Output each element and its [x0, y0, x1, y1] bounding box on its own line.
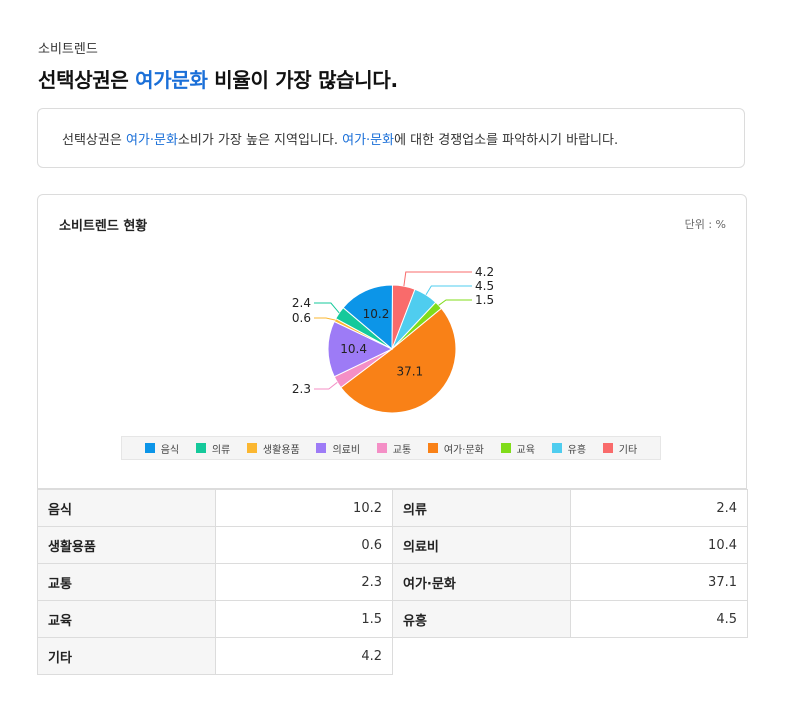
leader-line [403, 271, 472, 287]
legend-label: 의류 [211, 444, 231, 456]
leader-line [314, 317, 336, 321]
legend-item[interactable]: 의료비 [316, 441, 360, 456]
table-row: 교통 2.3 여가·문화 37.1 [37, 563, 748, 601]
legend-swatch [195, 443, 206, 453]
legend-swatch [500, 443, 511, 453]
leader-line [314, 302, 340, 314]
table-label-cell: 의료비 [392, 526, 571, 564]
legend-item[interactable]: 기타 [602, 441, 638, 456]
legend-swatch [602, 443, 613, 453]
leader-line [314, 381, 338, 390]
legend-item[interactable]: 여가·문화 [427, 441, 484, 456]
table-row: 기타 4.2 [37, 637, 748, 675]
table-row: 음식 10.2 의류 2.4 [37, 489, 748, 527]
table-label-cell: 유흥 [392, 600, 571, 638]
table-value-cell: 37.1 [570, 563, 748, 601]
table-row: 생활용품 0.6 의료비 10.4 [37, 526, 748, 564]
table-value-cell: 4.5 [570, 600, 748, 638]
legend-label: 여가·문화 [443, 444, 484, 456]
headline-suffix: 비율이 가장 많습니다. [207, 68, 398, 92]
table-value-cell: 2.3 [215, 563, 393, 601]
legend-item[interactable]: 유흥 [551, 441, 587, 456]
table-label-cell: 기타 [37, 637, 216, 675]
slice-value-label: 10.4 [340, 342, 367, 356]
leader-line [438, 299, 472, 306]
chart-legend: 음식 의류 생활용품 의료비 교통 여가·문화 교육 유흥 기타 [121, 436, 661, 460]
table-value-cell: 2.4 [570, 489, 748, 527]
pie-chart: 4.24.51.5 37.1 2.3 10.4 0.62.4 10.2 [292, 265, 494, 414]
table-label-cell: 음식 [37, 489, 216, 527]
legend-item[interactable]: 음식 [144, 441, 180, 456]
legend-label: 유흥 [567, 444, 587, 456]
table-label-cell: 여가·문화 [392, 563, 571, 601]
slice-value-label: 1.5 [475, 293, 494, 307]
slice-value-label: 2.3 [292, 382, 311, 396]
slice-value-label: 10.2 [363, 307, 390, 321]
table-value-cell: 4.2 [215, 637, 393, 675]
slice-value-label: 2.4 [292, 296, 311, 310]
table-empty-cell [571, 638, 748, 675]
legend-label: 기타 [618, 444, 638, 456]
table-empty-cell [393, 638, 571, 675]
table-label-cell: 의류 [392, 489, 571, 527]
legend-item[interactable]: 의류 [195, 441, 231, 456]
summary-part-1: 선택상권은 [62, 132, 126, 148]
legend-label: 생활용품 [262, 444, 300, 456]
section-eyebrow: 소비트렌드 [38, 42, 98, 57]
legend-swatch [316, 443, 327, 453]
summary-box: 선택상권은 여가·문화소비가 가장 높은 지역입니다. 여가·문화에 대한 경쟁… [37, 108, 745, 168]
slice-value-label: 4.2 [475, 265, 494, 279]
table-value-cell: 1.5 [215, 600, 393, 638]
summary-highlight-1: 여가·문화 [125, 132, 178, 148]
legend-item[interactable]: 생활용품 [246, 441, 300, 456]
data-table: 음식 10.2 의류 2.4 생활용품 0.6 의료비 10.4 교통 2.3 여가·문화 37.1 교… [37, 489, 748, 675]
slice-value-label: 0.6 [292, 311, 311, 325]
summary-part-2: 소비가 가장 높은 지역입니다. [177, 132, 343, 148]
page-headline: 선택상권은 여가문화 비율이 가장 많습니다. [38, 64, 398, 93]
legend-label: 의료비 [332, 444, 361, 456]
pie-slice [340, 307, 457, 414]
legend-swatch [246, 443, 257, 453]
legend-item[interactable]: 교통 [376, 441, 412, 456]
table-label-cell: 교육 [37, 600, 216, 638]
table-label-cell: 생활용품 [37, 526, 216, 564]
chart-title: 소비트렌드 현황 [59, 219, 148, 234]
summary-part-3: 에 대한 경쟁업소를 파악하시기 바랍니다. [394, 132, 619, 148]
legend-swatch [144, 443, 155, 453]
table-value-cell: 0.6 [215, 526, 393, 564]
chart-card: 소비트렌드 현황 단위 : % 4.2 4.5 1.5 37.1 2.3 10.4 0.6 2… [37, 194, 747, 489]
table-value-cell: 10.4 [570, 526, 748, 564]
summary-highlight-2: 여가·문화 [342, 132, 395, 148]
legend-label: 음식 [160, 444, 180, 456]
headline-prefix: 선택상권은 [38, 68, 136, 92]
summary-text: 선택상권은 여가·문화소비가 가장 높은 지역입니다. 여가·문화에 대한 경쟁… [62, 129, 618, 148]
legend-swatch [551, 443, 562, 453]
table-label-cell: 교통 [37, 563, 216, 601]
legend-swatch [376, 443, 387, 453]
legend-label: 교통 [392, 444, 412, 456]
legend-swatch [427, 443, 438, 453]
table-row: 교육 1.5 유흥 4.5 [37, 600, 748, 638]
pie-slice [342, 284, 393, 351]
headline-highlight: 여가문화 [135, 68, 208, 92]
table-value-cell: 10.2 [215, 489, 393, 527]
pie-slice [327, 320, 394, 378]
legend-item[interactable]: 교육 [500, 441, 535, 456]
slice-value-label: 37.1 [396, 365, 423, 379]
legend-label: 교육 [516, 444, 535, 456]
leader-line [425, 285, 472, 296]
slice-value-label: 4.5 [475, 279, 494, 293]
chart-unit: 단위 : % [684, 218, 726, 231]
